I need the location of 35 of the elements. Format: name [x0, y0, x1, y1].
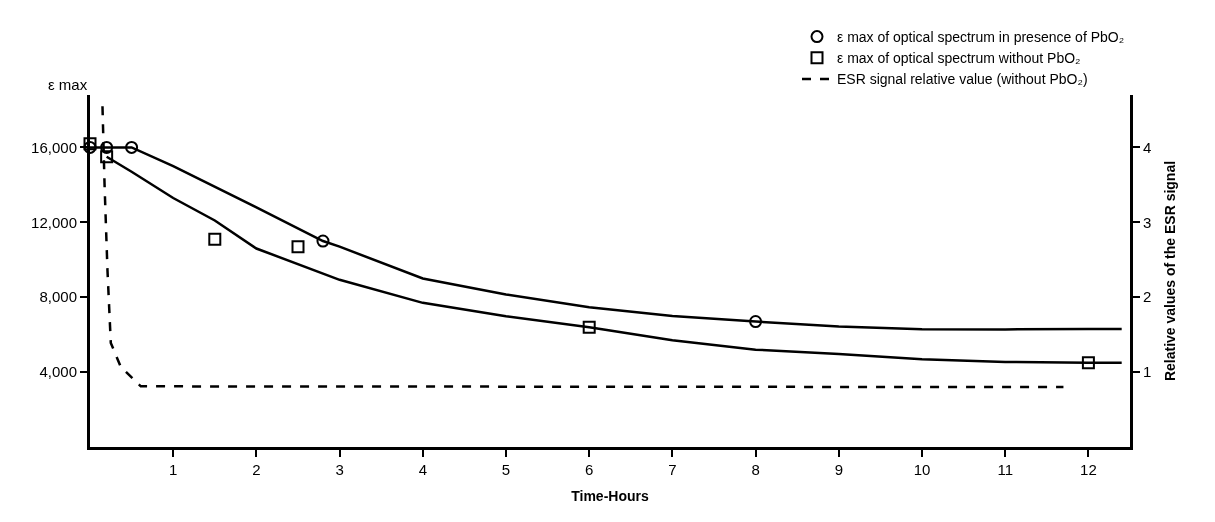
point [291, 240, 305, 254]
y2-tick-label: 4 [1143, 138, 1152, 156]
x-tick-label: 4 [418, 461, 427, 478]
y-tick-label: 16,000 [31, 138, 77, 156]
y2-tick-label: 1 [1143, 363, 1152, 381]
point [582, 320, 596, 334]
y-tick-label: 8,000 [39, 288, 77, 306]
x-tick-label: 12 [1080, 461, 1097, 478]
x-tick-label: 7 [668, 461, 677, 478]
point [749, 315, 763, 329]
x-tick-label: 11 [997, 461, 1013, 478]
point [1081, 356, 1095, 370]
y2-tick-label: 2 [1143, 288, 1152, 306]
point [208, 232, 222, 246]
y2-axis-title: Relative values of the ESR signal [1161, 160, 1178, 382]
point [125, 140, 139, 154]
x-tick-label: 10 [913, 461, 931, 478]
point [100, 150, 114, 164]
y-tick-label: 4,000 [39, 363, 77, 381]
x-tick-label: 8 [751, 461, 760, 478]
x-tick-label: 6 [585, 461, 594, 478]
x-tick-label: 2 [252, 461, 261, 478]
y-axis-title: ε max [48, 76, 88, 93]
x-tick-label: 3 [335, 461, 344, 478]
y-tick-label: 12,000 [31, 213, 77, 231]
x-tick-label: 1 [169, 461, 178, 478]
x-tick-label: 5 [501, 461, 511, 478]
legend-label: ε max of optical spectrum in presence of PbO₂ [837, 29, 1125, 46]
point [100, 140, 114, 154]
legend-label: ε max of optical spectrum without PbO₂ [837, 50, 1081, 67]
point [316, 234, 330, 248]
legend-label: ESR signal relative value (without PbO₂) [837, 71, 1088, 88]
x-tick-label: 9 [834, 461, 843, 478]
x-axis-title: Time-Hours [571, 488, 649, 505]
y2-tick-label: 3 [1143, 213, 1152, 231]
